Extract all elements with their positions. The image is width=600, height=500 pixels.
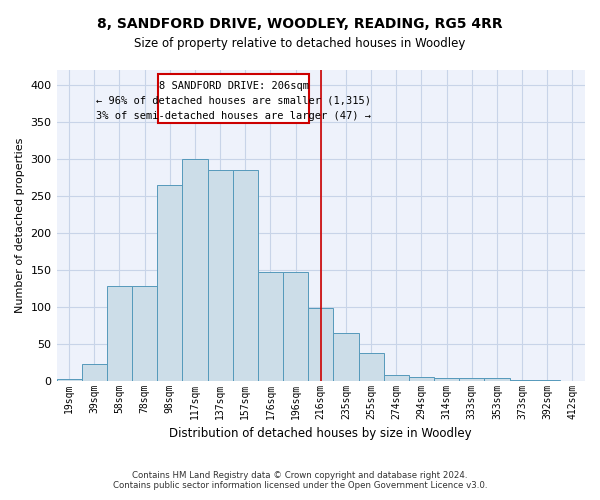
Text: Size of property relative to detached houses in Woodley: Size of property relative to detached ho… <box>134 38 466 51</box>
Bar <box>383 374 409 380</box>
Text: 8 SANDFORD DRIVE: 206sqm: 8 SANDFORD DRIVE: 206sqm <box>159 81 309 91</box>
Bar <box>158 74 310 124</box>
Bar <box>56 379 82 380</box>
Bar <box>459 378 484 380</box>
Bar <box>283 272 308 380</box>
Bar <box>258 272 283 380</box>
Bar <box>434 378 459 380</box>
Bar <box>409 377 434 380</box>
Bar <box>308 308 334 380</box>
Text: Contains HM Land Registry data © Crown copyright and database right 2024.
Contai: Contains HM Land Registry data © Crown c… <box>113 470 487 490</box>
Text: ← 96% of detached houses are smaller (1,315): ← 96% of detached houses are smaller (1,… <box>97 96 371 106</box>
Bar <box>107 286 132 380</box>
Text: 8, SANDFORD DRIVE, WOODLEY, READING, RG5 4RR: 8, SANDFORD DRIVE, WOODLEY, READING, RG5… <box>97 18 503 32</box>
Bar <box>359 352 383 380</box>
Bar <box>208 170 233 380</box>
Bar <box>334 332 359 380</box>
Bar <box>132 286 157 380</box>
X-axis label: Distribution of detached houses by size in Woodley: Distribution of detached houses by size … <box>169 427 472 440</box>
Bar <box>484 378 509 380</box>
Bar <box>233 170 258 380</box>
Bar <box>182 159 208 380</box>
Bar <box>82 364 107 380</box>
Y-axis label: Number of detached properties: Number of detached properties <box>15 138 25 313</box>
Text: 3% of semi-detached houses are larger (47) →: 3% of semi-detached houses are larger (4… <box>97 110 371 120</box>
Bar <box>157 184 182 380</box>
